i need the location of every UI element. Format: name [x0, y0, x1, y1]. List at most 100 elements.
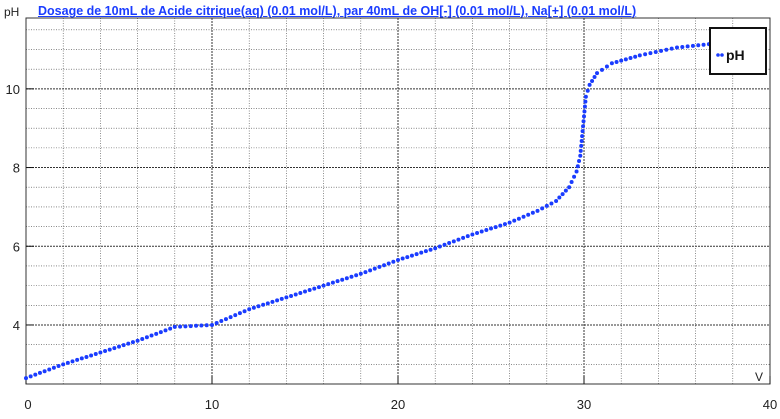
x-tick-label: 10	[205, 397, 219, 412]
data-point	[51, 365, 56, 370]
data-point	[163, 328, 168, 333]
data-point	[653, 50, 658, 55]
data-point	[130, 340, 135, 345]
data-point	[33, 372, 38, 377]
data-point	[279, 296, 284, 301]
data-point	[623, 57, 628, 62]
data-point	[214, 321, 219, 325]
data-point	[475, 230, 480, 235]
data-point	[84, 354, 89, 359]
data-point	[358, 271, 363, 276]
legend-label: pH	[726, 47, 745, 63]
data-point	[512, 218, 517, 223]
data-point	[675, 45, 679, 50]
data-point	[61, 362, 66, 367]
data-point	[479, 229, 484, 234]
data-point	[701, 42, 706, 47]
data-point	[293, 292, 298, 297]
data-point	[619, 58, 624, 63]
data-point	[447, 241, 452, 246]
data-point	[659, 48, 664, 53]
data-point	[405, 255, 410, 260]
data-point	[228, 315, 233, 320]
data-point	[372, 266, 377, 271]
data-point	[400, 256, 405, 261]
data-point	[484, 228, 489, 233]
data-point	[585, 88, 590, 93]
data-point	[567, 185, 572, 190]
data-point	[507, 220, 512, 225]
data-point	[577, 158, 582, 163]
data-point	[149, 333, 154, 338]
data-point	[261, 302, 266, 307]
data-point	[70, 359, 75, 364]
data-point	[590, 78, 595, 83]
data-point	[56, 364, 61, 369]
legend: pH	[709, 27, 767, 75]
data-point	[428, 247, 433, 252]
data-point	[256, 304, 261, 309]
data-point	[578, 153, 583, 158]
data-point	[581, 124, 586, 129]
data-point	[93, 351, 98, 356]
data-point	[592, 75, 597, 80]
data-point	[199, 323, 204, 328]
data-point	[98, 350, 103, 355]
data-point	[396, 258, 400, 263]
data-point	[275, 298, 280, 303]
data-point	[489, 226, 493, 231]
data-point	[178, 324, 183, 329]
data-point	[354, 273, 359, 278]
data-point	[144, 335, 149, 340]
data-point	[599, 67, 604, 72]
data-point	[535, 208, 540, 213]
y-tick-label: 6	[13, 239, 20, 254]
data-point	[121, 343, 126, 348]
data-point	[643, 52, 648, 57]
data-point	[330, 280, 335, 285]
data-point	[461, 235, 466, 240]
data-point	[690, 43, 695, 48]
data-point	[583, 94, 588, 99]
data-point	[696, 43, 701, 48]
legend-box	[709, 27, 767, 75]
data-point	[419, 250, 424, 255]
data-point	[103, 349, 108, 354]
data-point	[549, 201, 554, 206]
data-point	[321, 283, 326, 288]
data-point	[583, 99, 588, 104]
data-point	[42, 369, 47, 374]
data-point	[572, 174, 577, 179]
data-point	[112, 346, 117, 351]
data-point	[265, 301, 270, 306]
data-point	[628, 56, 633, 61]
data-point	[237, 311, 242, 316]
data-point	[575, 164, 580, 169]
data-point	[614, 59, 619, 64]
data-point	[579, 138, 584, 143]
data-point	[664, 47, 669, 52]
data-point	[521, 214, 526, 219]
data-point	[470, 232, 475, 237]
data-point	[498, 223, 503, 228]
data-point	[560, 192, 565, 197]
data-point	[75, 357, 80, 362]
data-point	[316, 285, 321, 290]
data-point	[289, 293, 294, 298]
data-point	[530, 210, 535, 215]
data-point	[382, 263, 387, 268]
data-point	[247, 307, 252, 312]
y-axis-label: pH	[4, 5, 19, 19]
data-point	[526, 212, 531, 217]
data-point	[126, 341, 131, 346]
data-point	[685, 44, 690, 49]
data-point	[89, 353, 94, 358]
data-point	[557, 195, 562, 200]
data-point	[609, 61, 614, 66]
data-point	[574, 169, 579, 174]
chart-title: Dosage de 10mL de Acide citrique(aq) (0.…	[38, 4, 637, 18]
data-point	[219, 319, 224, 324]
data-point	[580, 134, 585, 139]
data-point	[349, 274, 354, 279]
data-point	[578, 148, 583, 153]
